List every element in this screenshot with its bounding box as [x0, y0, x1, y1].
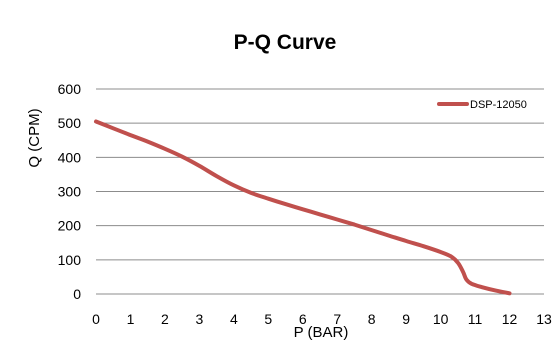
x-axis-label: P (BAR) — [294, 324, 349, 341]
y-tick-labels: 0 100 200 300 400 500 600 — [58, 81, 82, 302]
y-tick-label-100: 100 — [58, 252, 82, 268]
y-tick-label-600: 600 — [58, 81, 82, 97]
x-tick-label-2: 2 — [161, 311, 169, 327]
x-tick-labels: 0 1 2 3 4 5 6 7 8 9 10 11 12 13 — [92, 311, 552, 327]
x-tick-label-6: 6 — [299, 311, 307, 327]
legend-series-label: DSP-12050 — [470, 99, 527, 111]
x-tick-label-11: 11 — [468, 311, 483, 327]
x-tick-label-12: 12 — [502, 311, 518, 327]
x-tick-label-5: 5 — [264, 311, 272, 327]
x-tick-label-10: 10 — [433, 311, 449, 327]
y-tick-label-400: 400 — [58, 149, 82, 165]
legend: DSP-12050 — [437, 99, 527, 111]
horizontal-gridlines — [96, 88, 544, 261]
x-tick-label-8: 8 — [368, 311, 376, 327]
x-tick-label-9: 9 — [402, 311, 410, 327]
series-line-dsp-12050 — [94, 119, 512, 296]
series-layer — [94, 119, 512, 296]
x-tick-label-13: 13 — [536, 311, 552, 327]
x-tick-label-3: 3 — [195, 311, 203, 327]
y-tick-label-300: 300 — [58, 184, 82, 200]
chart-title: P-Q Curve — [234, 31, 337, 54]
y-tick-label-200: 200 — [58, 218, 82, 234]
y-tick-label-500: 500 — [58, 115, 82, 131]
y-tick-label-0: 0 — [73, 286, 81, 302]
x-tick-label-1: 1 — [127, 311, 135, 327]
x-tick-label-0: 0 — [92, 311, 100, 327]
x-tick-label-4: 4 — [230, 311, 238, 327]
x-tick-label-7: 7 — [333, 311, 341, 327]
y-axis-label: Q (CPM) — [26, 108, 43, 167]
